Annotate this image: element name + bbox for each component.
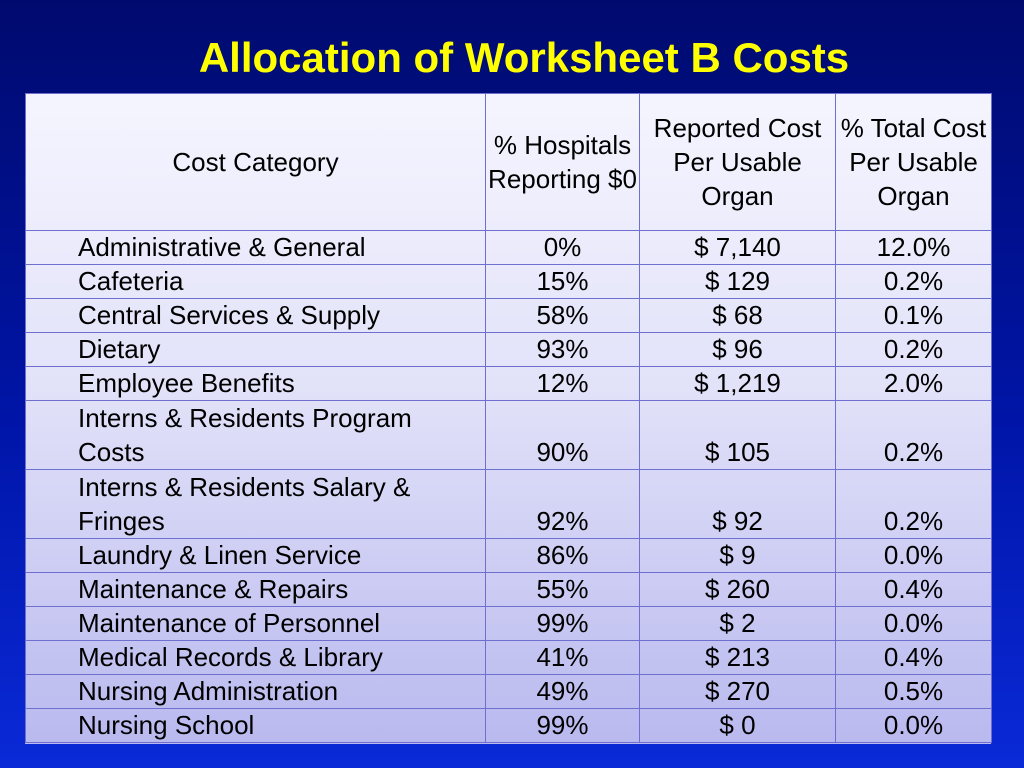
row-pct-total: 0.2% [835,469,992,539]
row-reported-cost: $ 2 [639,606,836,641]
row-category: Nursing Administration [25,674,486,709]
slide-title: Allocation of Worksheet B Costs [198,34,850,81]
row-pct-total: 0.2% [835,264,992,299]
row-reported-cost: $ 0 [639,708,836,743]
row-pct-total: 2.0% [835,366,992,401]
row-reported-cost: $ 7,140 [639,230,836,265]
table-row: Interns & Residents Program Costs 90% $ … [25,400,992,470]
table-row: Employee Benefits 12% $ 1,219 2.0% [25,366,992,401]
table-row: Administrative & General 0% $ 7,140 12.0… [25,230,992,265]
row-category: Employee Benefits [25,366,486,401]
row-category: Maintenance & Repairs [25,572,486,607]
cost-allocation-table: Cost Category % Hospitals Reporting $0 R… [25,93,992,743]
row-pct-zero: 92% [485,469,640,539]
header-reported-cost: Reported Cost Per Usable Organ [639,93,836,231]
row-category: Maintenance of Personnel [25,606,486,641]
row-reported-cost: $ 213 [639,640,836,675]
row-pct-zero: 58% [485,298,640,333]
row-pct-total: 12.0% [835,230,992,265]
row-pct-zero: 93% [485,332,640,367]
row-pct-zero: 99% [485,708,640,743]
table-row: Laundry & Linen Service 86% $ 9 0.0% [25,538,992,573]
row-pct-total: 0.2% [835,332,992,367]
row-category: Interns & Residents Salary & Fringes [25,469,486,539]
table-row: Nursing Administration 49% $ 270 0.5% [25,674,992,709]
row-pct-zero: 49% [485,674,640,709]
table-row: Maintenance of Personnel 99% $ 2 0.0% [25,606,992,641]
row-pct-zero: 55% [485,572,640,607]
row-category: Laundry & Linen Service [25,538,486,573]
table-row: Maintenance & Repairs 55% $ 260 0.4% [25,572,992,607]
row-pct-zero: 86% [485,538,640,573]
row-category: Interns & Residents Program Costs [25,400,486,470]
row-reported-cost: $ 92 [639,469,836,539]
row-category: Nursing School [25,708,486,743]
row-category: Central Services & Supply [25,298,486,333]
table-row: Interns & Residents Salary & Fringes 92%… [25,469,992,539]
table-header-row: Cost Category % Hospitals Reporting $0 R… [25,93,992,231]
table-row: Central Services & Supply 58% $ 68 0.1% [25,298,992,333]
row-pct-zero: 90% [485,400,640,470]
row-pct-zero: 99% [485,606,640,641]
row-pct-total: 0.4% [835,640,992,675]
row-reported-cost: $ 1,219 [639,366,836,401]
row-pct-total: 0.0% [835,606,992,641]
table-row: Dietary 93% $ 96 0.2% [25,332,992,367]
cost-table-container: Cost Category % Hospitals Reporting $0 R… [25,93,992,744]
header-pct-hospitals-reporting-zero: % Hospitals Reporting $0 [485,93,640,231]
row-reported-cost: $ 270 [639,674,836,709]
header-cost-category: Cost Category [25,93,486,231]
row-reported-cost: $ 129 [639,264,836,299]
row-category: Medical Records & Library [25,640,486,675]
row-category: Administrative & General [25,230,486,265]
row-reported-cost: $ 9 [639,538,836,573]
table-row: Cafeteria 15% $ 129 0.2% [25,264,992,299]
row-pct-total: 0.0% [835,538,992,573]
row-pct-total: 0.2% [835,400,992,470]
row-reported-cost: $ 105 [639,400,836,470]
row-pct-total: 0.5% [835,674,992,709]
row-pct-total: 0.1% [835,298,992,333]
row-category: Dietary [25,332,486,367]
table-row: Nursing School 99% $ 0 0.0% [25,708,992,743]
row-reported-cost: $ 260 [639,572,836,607]
row-reported-cost: $ 96 [639,332,836,367]
row-pct-zero: 0% [485,230,640,265]
row-pct-total: 0.4% [835,572,992,607]
row-category: Cafeteria [25,264,486,299]
row-pct-zero: 12% [485,366,640,401]
row-pct-zero: 15% [485,264,640,299]
row-reported-cost: $ 68 [639,298,836,333]
row-pct-total: 0.0% [835,708,992,743]
header-pct-total-cost: % Total Cost Per Usable Organ [835,93,992,231]
table-row: Medical Records & Library 41% $ 213 0.4% [25,640,992,675]
row-pct-zero: 41% [485,640,640,675]
